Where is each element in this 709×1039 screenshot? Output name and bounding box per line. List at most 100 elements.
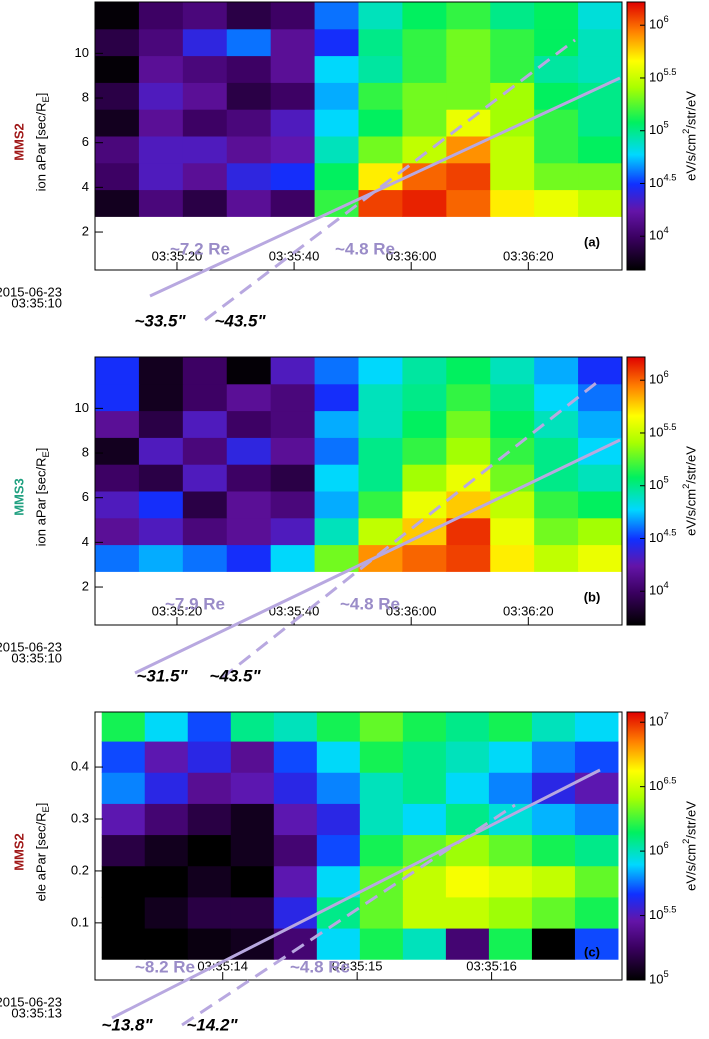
heatmap-cell [101, 772, 146, 804]
heatmap-cell [314, 162, 359, 191]
colorbar-tick-label: 105 [649, 120, 669, 137]
heatmap-cell [578, 28, 623, 57]
heatmap-cell [574, 896, 619, 929]
heatmap-cell [182, 491, 228, 519]
heatmap-cell [270, 2, 316, 30]
colorbar-tick-label: 105 [649, 969, 669, 986]
x-tick-label: 03:36:00 [386, 248, 437, 263]
heatmap-cell [314, 383, 359, 412]
y-tick-label: 8 [82, 444, 89, 459]
colorbar [626, 1, 646, 271]
panel-label: (b) [584, 589, 601, 604]
heatmap-cell [138, 383, 184, 412]
heatmap-cell [531, 712, 576, 742]
heatmap-cell [226, 383, 272, 412]
fit-line [111, 768, 601, 1020]
heatmap-cell [316, 834, 361, 867]
heatmap-cell [144, 741, 189, 773]
heatmap-cell [490, 410, 535, 438]
heatmap-cell [138, 162, 184, 191]
annotation: ~7.9 Re [165, 594, 225, 613]
heatmap-cell [578, 109, 623, 137]
heatmap-cell [402, 491, 447, 519]
heatmap-cell [226, 28, 272, 57]
heatmap-cell [314, 2, 359, 30]
heatmap-cell [531, 928, 576, 960]
colorbar-tick-label: 106 [649, 15, 669, 32]
heatmap-cell [138, 464, 184, 492]
heatmap-cell [490, 162, 535, 191]
y-tick-label: 0.3 [71, 810, 89, 825]
plot-frame [94, 1, 623, 271]
heatmap-cell [316, 712, 361, 742]
heatmap-cell [490, 437, 535, 465]
heatmap-cell [316, 928, 361, 960]
heatmap-cell [402, 383, 447, 412]
heatmap-cell [534, 517, 579, 546]
y-tick-label: 2 [82, 578, 89, 593]
heatmap-cell [95, 357, 140, 385]
y-tick-label: 4 [82, 179, 89, 194]
heatmap-cell [270, 544, 316, 572]
heatmap-cell [488, 896, 533, 929]
heatmap-cell [402, 544, 447, 572]
y-tick-label: 4 [82, 534, 89, 549]
overlays [111, 38, 621, 1027]
heatmap-cell [574, 741, 619, 773]
x-tick-label: 03:35:20 [152, 603, 203, 618]
heatmap-cell [226, 162, 272, 191]
heatmap-cell [402, 896, 447, 929]
panel: 2 4 6 8 10 03:35:20 03:35:40 03:36:00 03:36:20 20… [0, 356, 698, 665]
annotation: ~31.5" [136, 666, 188, 685]
heatmap-cell [402, 82, 447, 110]
heatmap-cell [187, 741, 232, 773]
heatmap-cell [187, 712, 232, 742]
heatmap-cell [574, 712, 619, 742]
heatmap-cell [226, 189, 272, 217]
heatmap-cell [270, 109, 316, 137]
annotation: ~4.8 Re [335, 239, 395, 258]
heatmap-cell [273, 865, 318, 898]
heatmap-cell [95, 517, 140, 546]
heatmap-cell [230, 712, 275, 742]
heatmap-cell [144, 772, 189, 804]
y-tick-label: 8 [82, 89, 89, 104]
heatmap-cell [270, 189, 316, 217]
heatmap-cell [316, 772, 361, 804]
heatmap-cell [531, 772, 576, 804]
heatmap-cell [138, 136, 184, 164]
heatmap-cell [358, 437, 403, 465]
heatmap-cell [138, 82, 184, 110]
heatmap-cell [314, 136, 359, 164]
heatmap-cell [578, 491, 623, 519]
heatmap-cell [101, 741, 146, 773]
heatmap-cell [226, 410, 272, 438]
colorbar [626, 711, 646, 981]
heatmap-cell [138, 544, 184, 572]
heatmap-cell [182, 357, 228, 385]
heatmap-cell [359, 772, 404, 804]
heatmap-cell [490, 2, 535, 30]
heatmap-cell [95, 491, 140, 519]
heatmap-cell [402, 55, 447, 83]
y-tick-label: 10 [75, 45, 89, 60]
annotation: ~14.2" [186, 1015, 238, 1034]
heatmap-cell [101, 712, 146, 742]
heatmap-cell [402, 928, 447, 960]
heatmap-cell [226, 109, 272, 137]
y-tick-label: 0.4 [71, 758, 89, 773]
colorbar-tick-label: 105 [649, 475, 669, 492]
panel-label: (c) [584, 944, 600, 959]
heatmap-cell [531, 803, 576, 836]
heatmap-cell [182, 28, 228, 57]
x-tick-label: 03:35:40 [269, 248, 320, 263]
heatmap-cell [182, 109, 228, 137]
heatmap-cell [358, 82, 403, 110]
heatmap-cell [182, 162, 228, 191]
heatmap-cell [314, 464, 359, 492]
heatmap-cell [270, 357, 316, 385]
heatmap-cell [574, 928, 619, 960]
heatmap-cell [138, 437, 184, 465]
heatmap-cell [316, 803, 361, 836]
